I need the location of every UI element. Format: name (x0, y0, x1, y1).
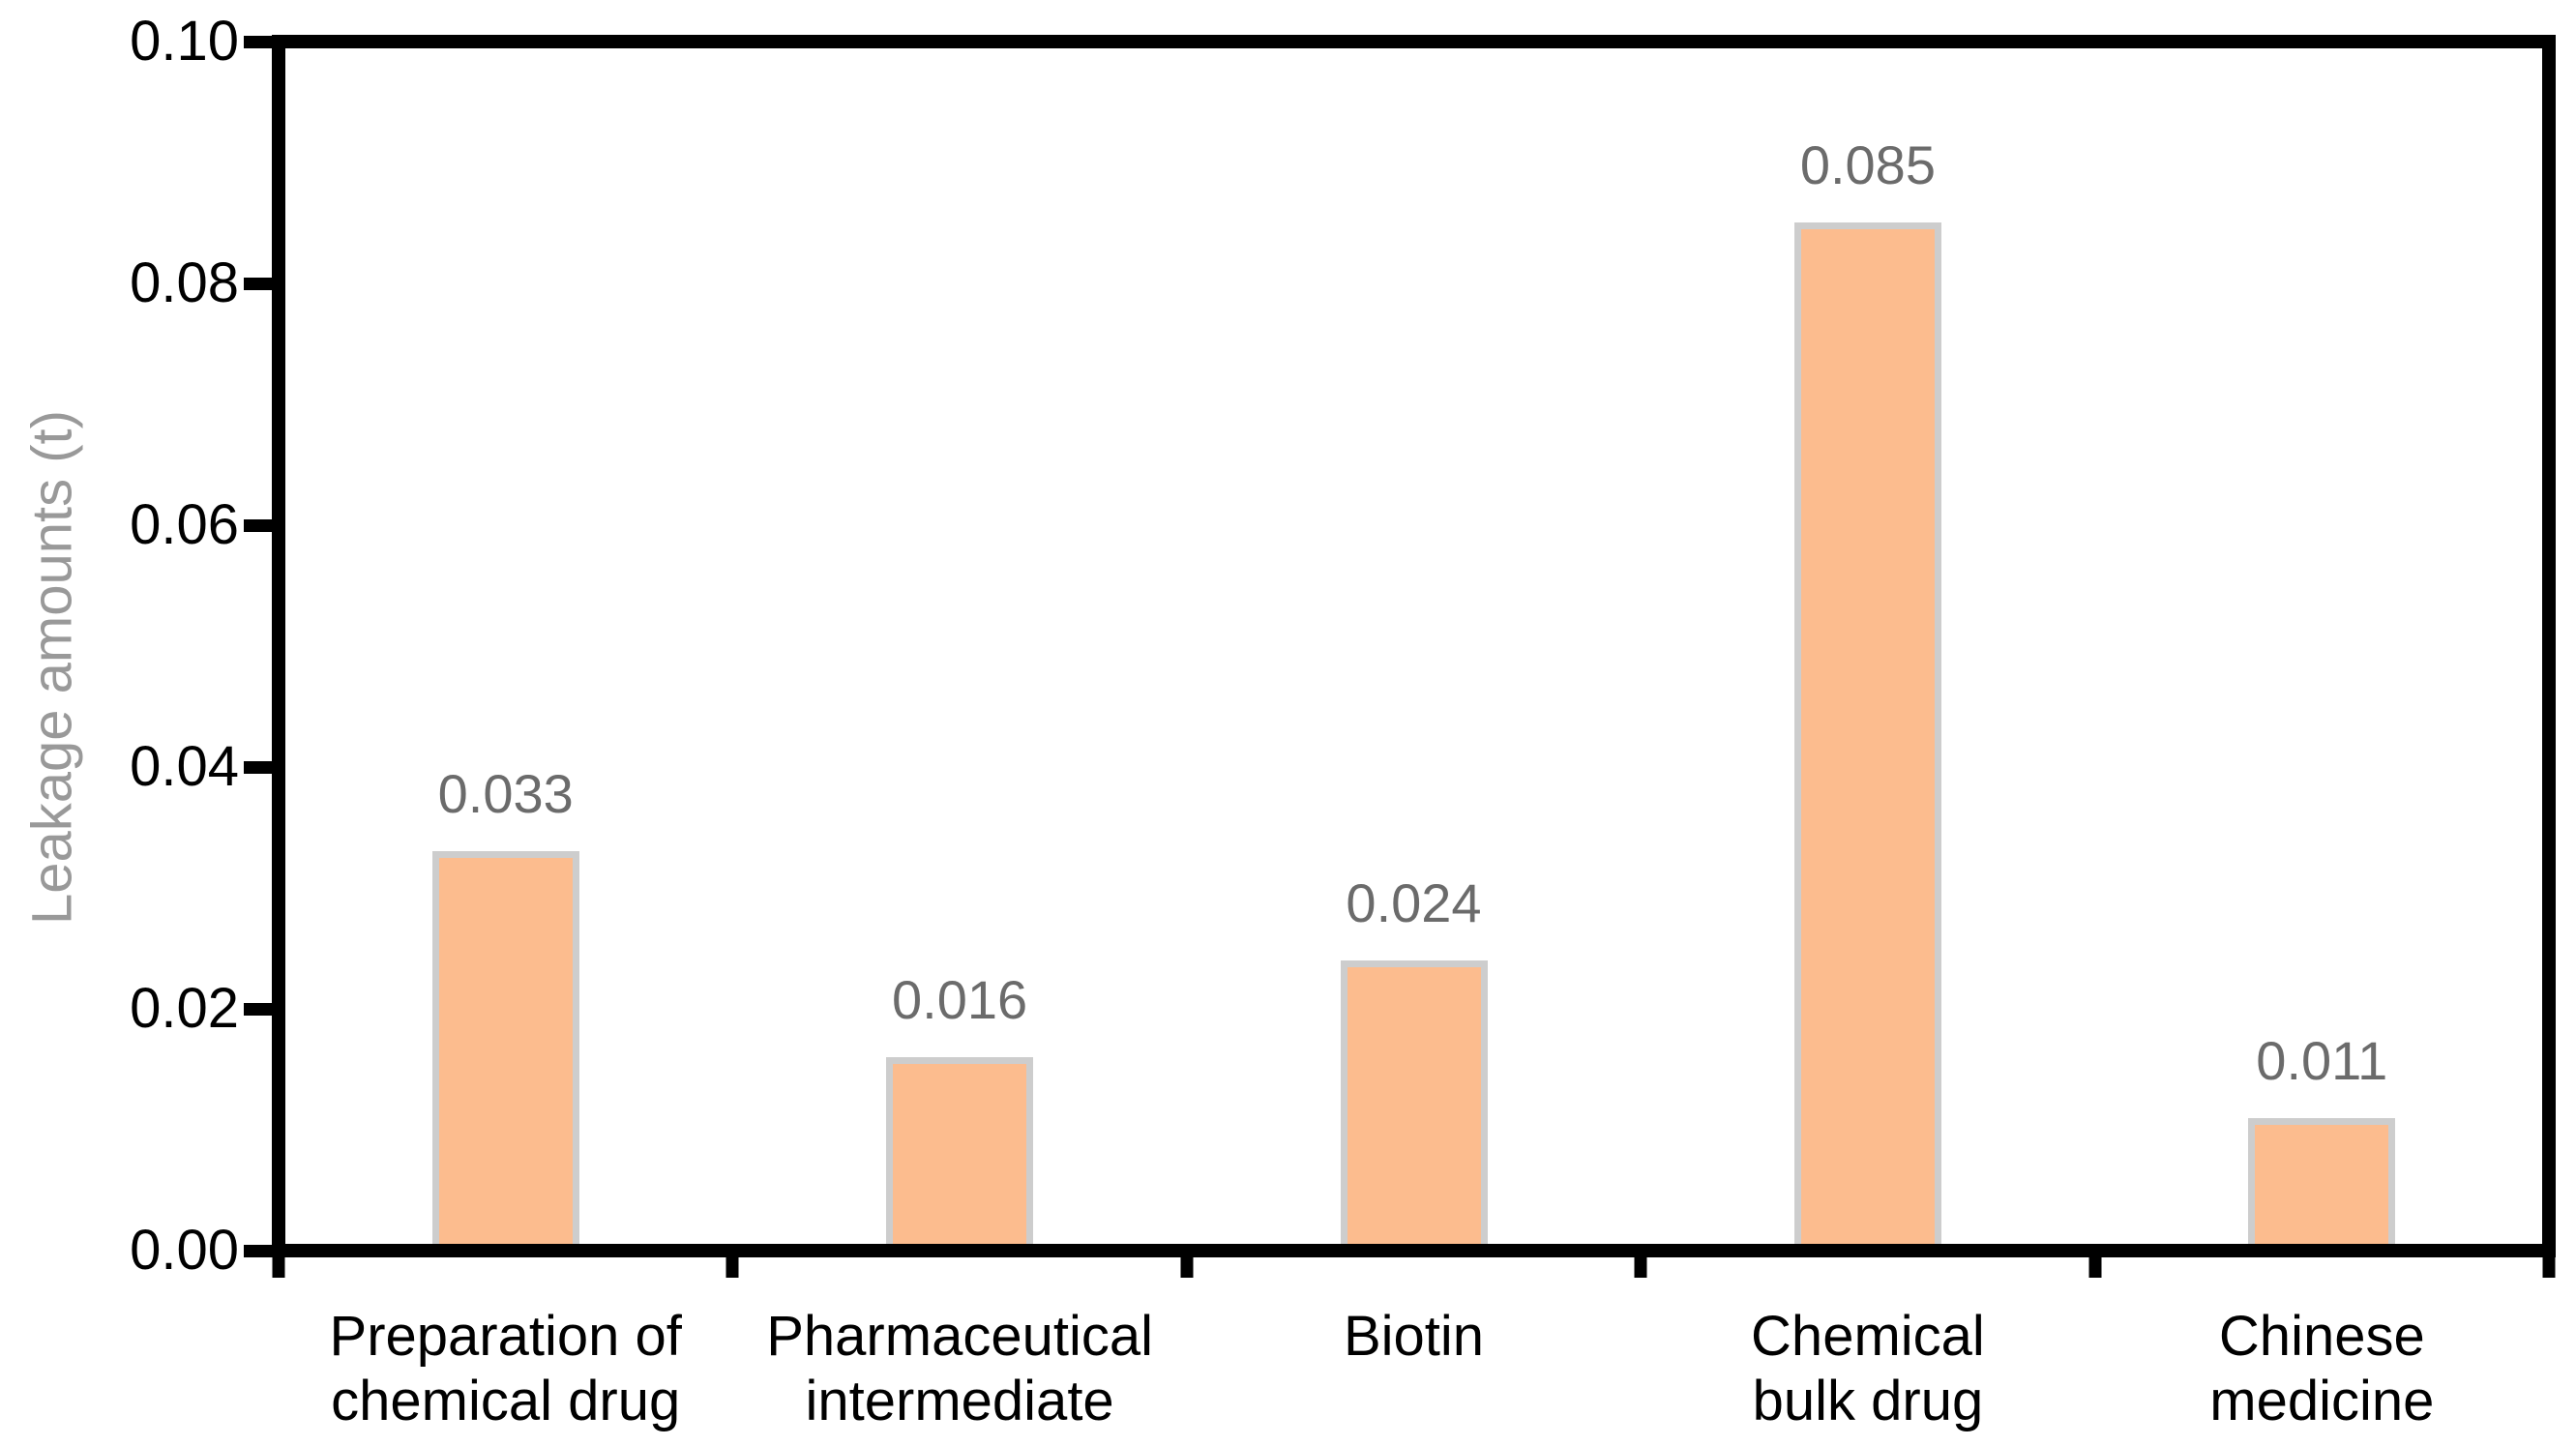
y-tick-mark (244, 277, 279, 290)
x-axis-category-labels: Preparation of chemical drug Pharmaceutic… (279, 1304, 2549, 1433)
bar-value-label: 0.011 (2256, 1030, 2388, 1091)
bar-1 (432, 851, 579, 1251)
x-tick-mark (2088, 1257, 2102, 1278)
y-tick-label: 0.10 (130, 10, 239, 73)
x-tick-mark (2542, 1257, 2556, 1278)
y-tick-label: 0.02 (130, 977, 239, 1040)
x-tick-mark (1180, 1257, 1194, 1278)
x-tick-mark (272, 1257, 285, 1278)
x-tick-mark (725, 1257, 739, 1278)
bar-4 (1794, 222, 1941, 1251)
x-category-label: Chemical bulk drug (1751, 1305, 1985, 1432)
x-category-label: Preparation of chemical drug (329, 1305, 682, 1432)
x-tick-mark (1634, 1257, 1647, 1278)
x-category-label: Biotin (1343, 1305, 1485, 1368)
bar-value-label: 0.085 (1799, 134, 1936, 195)
y-tick-mark (244, 35, 279, 48)
y-tick-mark (244, 518, 279, 532)
bar-5 (2248, 1118, 2395, 1251)
bar-value-label: 0.033 (437, 763, 574, 824)
y-tick-label: 0.06 (130, 493, 239, 556)
bar-3 (1341, 960, 1488, 1251)
y-tick-mark (244, 1002, 279, 1016)
x-category-label: Chinese medicine (2209, 1305, 2435, 1432)
y-tick-mark (244, 1244, 279, 1257)
y-tick-label: 0.08 (130, 251, 239, 314)
y-tick-label: 0.00 (130, 1219, 239, 1282)
y-axis-title: Leakage amounts (t) (20, 410, 84, 925)
bar-2 (886, 1057, 1033, 1251)
x-category-label: Pharmaceutical intermediate (766, 1305, 1153, 1432)
y-tick-label: 0.04 (130, 735, 239, 798)
y-tick-mark (244, 760, 279, 774)
plot-area: 0.033 0.016 0.024 0.085 0.011 (244, 35, 2556, 1278)
bar-value-label: 0.016 (892, 969, 1028, 1030)
bar-value-label: 0.024 (1346, 872, 1482, 933)
